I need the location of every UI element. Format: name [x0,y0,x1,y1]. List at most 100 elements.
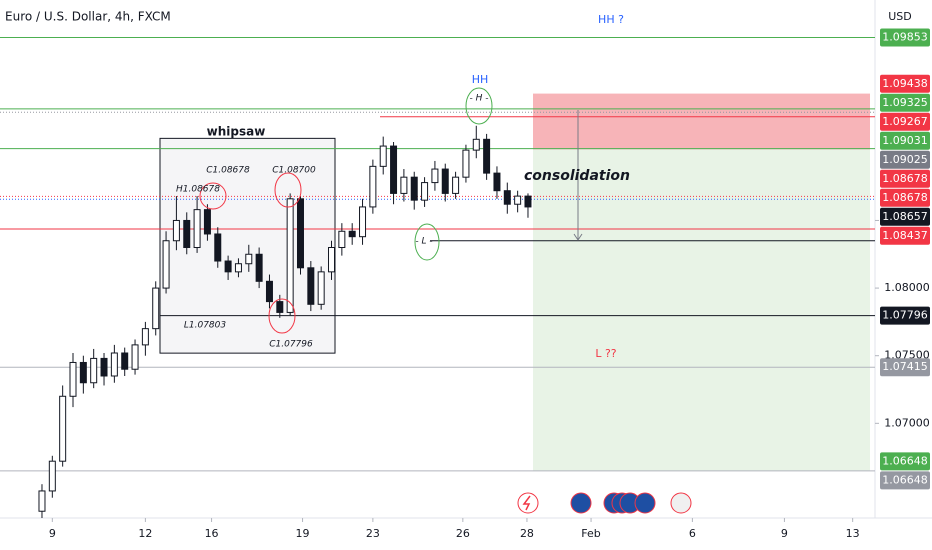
annotation: L1.07803 [184,321,227,331]
annotation: whipsaw [207,125,266,139]
x-tick-label: 13 [846,527,860,540]
event-icons [517,492,692,514]
y-tick-label: 1.07000 [884,416,930,429]
x-tick-label: 9 [781,527,788,540]
price-label: 1.09025 [882,153,928,166]
x-tick-label: 9 [49,527,56,540]
annotation: L ?? [595,347,616,360]
price-label-bg [880,74,930,93]
target-zone [533,149,870,471]
price-label: 1.08678 [882,191,928,204]
candle-body [265,280,273,303]
x-tick-label: 6 [689,527,696,540]
event-icon[interactable] [634,492,656,514]
candle-body [79,361,87,384]
event-icon[interactable] [670,492,692,514]
candle-body [493,172,501,192]
circle [465,87,493,125]
candle-body [410,176,418,201]
x-tick-label: 19 [296,527,310,540]
candle-body [152,287,160,330]
price-label: 1.07796 [882,309,928,322]
arrow-head [573,233,583,241]
price-label: 1.07415 [882,360,928,373]
price-label-bg [880,358,930,377]
candle-body [59,395,67,462]
candle-body [121,352,129,370]
candle-body [307,267,315,305]
chart-title: Euro / U.S. Dollar, 4h, FXCM [5,10,171,24]
candle-body [524,195,532,208]
candle-body [110,352,118,377]
annotation: HH ? [598,13,624,26]
circle [268,298,296,334]
price-label-bg [880,131,930,150]
y-tick-label: 1.08000 [884,281,930,294]
candle-body [203,209,211,235]
price-label-bg [880,28,930,47]
candle-body [348,230,356,238]
candle-body [379,145,387,167]
price-label-bg [880,226,930,245]
circle [274,172,302,208]
circle [199,182,227,210]
price-label-bg [880,452,930,471]
x-tick-label: 28 [520,527,534,540]
candle-body [296,198,304,269]
annotation: C1.07796 [269,340,313,350]
candle-body [234,263,242,273]
candle-body [224,260,232,273]
event-icon[interactable] [570,492,592,514]
candle-body [69,361,77,397]
candle-body [452,176,460,194]
price-label: 1.06648 [882,454,928,467]
event-icon-glyph [522,495,531,511]
candle-body [255,253,263,282]
candle-body [431,168,439,184]
candle-body [483,138,491,174]
candle-body [286,198,294,313]
candle-body [193,209,201,249]
x-tick-label: Feb [581,527,600,540]
x-tick-label: 12 [138,527,152,540]
event-icon[interactable] [517,492,539,514]
x-tick-label: 16 [205,527,219,540]
candle-body [317,271,325,305]
candle-body [472,138,480,151]
candle-body [162,240,170,289]
price-label: 1.09031 [882,134,928,147]
price-label: 1.09267 [882,115,928,128]
price-label: 1.08678 [882,172,928,185]
stop-zone [533,93,870,150]
price-label: 1.09325 [882,96,928,109]
candle-body [369,165,377,208]
candle-body [503,190,511,205]
price-label-bg [880,471,930,490]
price-label-bg [880,150,930,169]
circle [414,223,440,261]
candle-body [328,247,336,273]
annotation: HH [472,73,489,86]
candle-body [141,328,149,346]
candle-body [441,168,449,194]
annotation: - H - [470,94,489,104]
x-tick-label: 23 [366,527,380,540]
price-label: 1.09853 [882,30,928,43]
candle-body [462,149,470,178]
candle-body [38,490,46,512]
candle-body [131,344,139,370]
candle-body [400,176,408,194]
annotation: C1.08678 [206,166,250,176]
candle-body [90,357,98,384]
candle-body [514,195,522,205]
candle-body [172,219,180,242]
currency: USD [888,10,912,23]
annotation: - L - [415,237,432,247]
price-label-bg [880,93,930,112]
price-label-bg [880,169,930,188]
price-label: 1.06648 [882,473,928,486]
price-label: 1.08437 [882,229,928,242]
price-label-bg [880,306,930,325]
candle-body [359,206,367,238]
annotation: C1.08700 [272,166,316,176]
